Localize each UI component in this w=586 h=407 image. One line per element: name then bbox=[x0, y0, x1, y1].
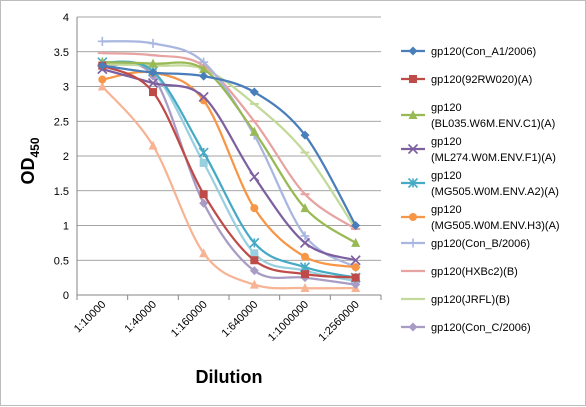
legend-marker bbox=[408, 238, 418, 248]
legend-item: gp120 (BL035.W6M.ENV.C1)(A) bbox=[401, 102, 555, 130]
x-tick-label: 1:1000000 bbox=[266, 299, 311, 344]
series-11 bbox=[97, 81, 361, 293]
data-point bbox=[301, 270, 309, 279]
x-tick-label: 1:640000 bbox=[220, 299, 261, 340]
x-tick-label: 1:10000 bbox=[72, 299, 109, 336]
data-point bbox=[351, 263, 360, 272]
series-5 bbox=[97, 57, 361, 283]
legend-label: gp120(HXBc2)(B) bbox=[431, 266, 518, 278]
data-point bbox=[97, 61, 107, 71]
legend-marker bbox=[408, 110, 418, 119]
legend-label: gp120 bbox=[431, 204, 462, 216]
data-point bbox=[148, 38, 158, 48]
legend-item: gp120(JRFL)(B) bbox=[401, 294, 510, 306]
legend-label: gp120 bbox=[431, 170, 462, 182]
data-point bbox=[300, 231, 310, 241]
y-tick-label: 2 bbox=[63, 151, 69, 163]
x-tick-label: 1:40000 bbox=[123, 299, 160, 336]
legend-label: (ML274.W0M.ENV.F1)(A) bbox=[431, 152, 556, 164]
data-point bbox=[249, 266, 259, 276]
data-point bbox=[148, 140, 158, 150]
data-point bbox=[147, 77, 159, 89]
series-1 bbox=[97, 61, 361, 230]
series-line bbox=[101, 85, 356, 290]
data-point bbox=[98, 75, 107, 84]
data-point bbox=[300, 203, 310, 213]
data-point bbox=[250, 249, 259, 258]
y-tick-label: 0.5 bbox=[54, 255, 69, 267]
legend-marker bbox=[407, 177, 419, 189]
legend-marker bbox=[409, 213, 417, 221]
legend-item: gp120(HXBc2)(B) bbox=[401, 266, 518, 278]
y-tick-label: 2.5 bbox=[54, 116, 69, 128]
data-point bbox=[250, 204, 259, 213]
data-point bbox=[199, 158, 208, 167]
legend-label: gp120(JRFL)(B) bbox=[431, 294, 510, 306]
legend-item: gp120 (MG505.W0M.ENV.H3)(A) bbox=[401, 204, 560, 232]
data-point bbox=[199, 71, 209, 81]
data-point bbox=[249, 171, 260, 182]
data-point bbox=[198, 147, 209, 158]
legend-label: gp120(Con_C/2006) bbox=[431, 322, 531, 334]
legend-item: gp120(Con_A1/2006) bbox=[401, 46, 536, 58]
legend-label: gp120(Con_B/2006) bbox=[431, 238, 530, 250]
data-point bbox=[199, 248, 209, 258]
legend-marker bbox=[408, 46, 418, 56]
legend-marker bbox=[407, 143, 419, 155]
series-6 bbox=[98, 68, 360, 272]
data-point bbox=[148, 68, 158, 78]
y-tick-label: 1.5 bbox=[54, 186, 69, 198]
legend-marker bbox=[408, 322, 418, 332]
data-point bbox=[350, 255, 361, 266]
data-point bbox=[199, 198, 209, 208]
y-tick-label: 3.5 bbox=[54, 47, 69, 59]
legend-label: (MG505.W0M.ENV.A2)(A) bbox=[431, 186, 559, 198]
y-tick-label: 3 bbox=[63, 82, 69, 94]
legend-item: gp120(Con_C/2006) bbox=[401, 322, 531, 334]
x-tick-label: 1:160000 bbox=[169, 299, 210, 340]
data-point bbox=[249, 126, 259, 136]
legend-label: gp120 bbox=[431, 102, 462, 114]
data-point bbox=[351, 221, 361, 230]
data-point bbox=[199, 190, 208, 199]
legend-label: gp120(Con_A1/2006) bbox=[431, 46, 536, 58]
data-point bbox=[249, 237, 260, 248]
data-point bbox=[97, 36, 107, 46]
gridlines bbox=[77, 16, 381, 261]
y-tick-label: 0 bbox=[63, 290, 69, 302]
x-axis-title: Dilution bbox=[196, 367, 263, 387]
y-axis-title: OD450 bbox=[18, 137, 42, 184]
data-point bbox=[351, 273, 360, 282]
data-point bbox=[249, 279, 259, 289]
legend-label: gp120 bbox=[431, 136, 462, 148]
legend-label: (MG505.W0M.ENV.H3)(A) bbox=[431, 220, 560, 232]
data-point bbox=[351, 237, 361, 247]
y-tick-label: 4 bbox=[63, 12, 69, 24]
x-tick-label: 1:2560000 bbox=[317, 299, 362, 344]
data-point bbox=[300, 283, 310, 293]
legend-label: gp120(92RW020)(A) bbox=[431, 74, 532, 86]
data-point bbox=[250, 256, 259, 265]
data-point bbox=[149, 88, 157, 97]
data-point bbox=[199, 64, 209, 74]
legend-item: gp120 (ML274.W0M.ENV.F1)(A) bbox=[401, 136, 556, 164]
y-tick-label: 1 bbox=[63, 221, 69, 233]
data-point bbox=[198, 91, 209, 102]
data-point bbox=[301, 252, 309, 261]
data-point bbox=[351, 280, 361, 290]
legend-item: gp120(Con_B/2006) bbox=[401, 238, 530, 250]
data-point bbox=[249, 87, 259, 97]
data-point bbox=[300, 130, 310, 140]
legend-item: gp120 (MG505.W0M.ENV.A2)(A) bbox=[401, 170, 559, 198]
data-point bbox=[299, 237, 311, 248]
data-point bbox=[148, 58, 158, 68]
legend-item: gp120(92RW020)(A) bbox=[401, 74, 532, 86]
series-layer bbox=[97, 36, 361, 293]
data-point bbox=[97, 81, 107, 91]
legend-marker bbox=[409, 75, 417, 83]
legend-label: (BL035.W6M.ENV.C1)(A) bbox=[431, 118, 555, 130]
legend: gp120(Con_A1/2006) gp120(92RW020)(A) gp120… bbox=[401, 46, 560, 334]
